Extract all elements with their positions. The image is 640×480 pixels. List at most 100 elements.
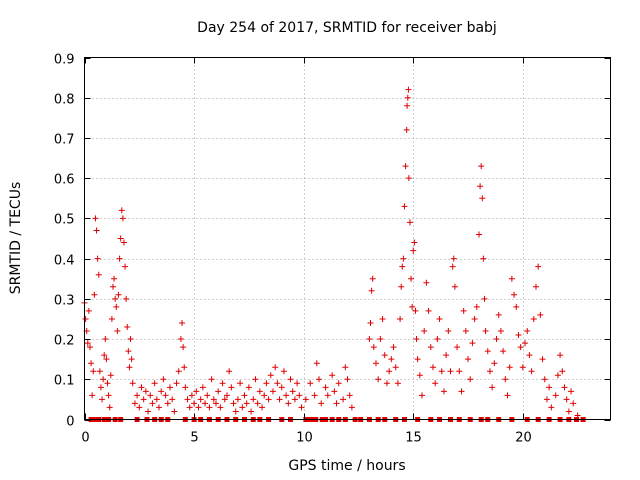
data-point bbox=[342, 364, 349, 371]
data-point bbox=[473, 303, 480, 310]
data-point bbox=[445, 328, 452, 335]
data-point bbox=[213, 400, 219, 407]
data-point bbox=[267, 372, 274, 379]
data-point bbox=[126, 364, 133, 371]
data-point bbox=[348, 404, 355, 411]
data-point bbox=[324, 392, 331, 399]
data-point bbox=[195, 404, 202, 411]
data-point bbox=[411, 239, 418, 246]
data-point bbox=[252, 376, 259, 383]
data-point bbox=[116, 255, 123, 262]
data-point bbox=[234, 396, 241, 403]
data-point bbox=[440, 388, 447, 395]
data-point bbox=[102, 336, 109, 343]
data-point bbox=[454, 344, 461, 351]
data-point bbox=[128, 356, 135, 363]
data-point bbox=[259, 404, 266, 411]
data-point bbox=[307, 380, 314, 387]
chart-title: Day 254 of 2017, SRMTID for receiver bab… bbox=[197, 20, 497, 36]
data-point bbox=[193, 388, 200, 395]
y-tick-label: 0.6 bbox=[54, 173, 75, 188]
data-point bbox=[261, 392, 268, 399]
data-point bbox=[256, 388, 263, 395]
data-point bbox=[557, 352, 564, 359]
data-point bbox=[404, 102, 411, 109]
data-point bbox=[451, 283, 458, 290]
data-point bbox=[409, 303, 416, 310]
data-point bbox=[118, 207, 125, 214]
data-point bbox=[175, 368, 182, 375]
data-point bbox=[151, 380, 158, 387]
data-point bbox=[436, 315, 443, 322]
data-point bbox=[302, 396, 309, 403]
data-point bbox=[106, 404, 113, 411]
data-point bbox=[202, 400, 209, 407]
data-point bbox=[92, 215, 99, 222]
data-point bbox=[232, 408, 239, 415]
data-point bbox=[429, 364, 436, 371]
data-point bbox=[484, 348, 491, 355]
data-point bbox=[369, 275, 376, 282]
data-point bbox=[112, 295, 119, 302]
data-point bbox=[532, 283, 539, 290]
data-point bbox=[344, 376, 351, 383]
data-point bbox=[410, 247, 417, 254]
data-point bbox=[502, 376, 509, 383]
data-point bbox=[465, 356, 472, 363]
data-point bbox=[105, 392, 112, 399]
data-point bbox=[96, 368, 103, 375]
data-point bbox=[458, 388, 465, 395]
data-point bbox=[511, 291, 518, 298]
data-point bbox=[318, 400, 325, 407]
data-point bbox=[147, 392, 154, 399]
data-point bbox=[563, 396, 570, 403]
data-point bbox=[427, 344, 434, 351]
data-point bbox=[392, 364, 399, 371]
data-point bbox=[497, 328, 504, 335]
data-point bbox=[100, 376, 107, 383]
data-point bbox=[493, 336, 500, 343]
data-point bbox=[142, 388, 149, 395]
x-tick-label: 0 bbox=[81, 431, 89, 446]
data-point bbox=[269, 388, 276, 395]
data-point bbox=[322, 384, 329, 391]
data-point bbox=[515, 332, 522, 339]
data-point bbox=[565, 408, 572, 415]
data-point bbox=[480, 255, 487, 262]
y-axis-label: SRMTID / TECUs bbox=[8, 182, 24, 295]
data-point bbox=[450, 255, 457, 262]
data-point bbox=[215, 388, 222, 395]
data-point bbox=[548, 404, 555, 411]
data-point bbox=[469, 340, 476, 347]
data-point bbox=[460, 307, 467, 314]
data-point bbox=[180, 344, 187, 351]
data-point bbox=[537, 311, 544, 318]
data-point bbox=[530, 315, 537, 322]
data-point bbox=[552, 392, 559, 399]
data-point bbox=[129, 380, 136, 387]
y-tick-label: 0.7 bbox=[54, 133, 75, 148]
data-point bbox=[239, 404, 246, 411]
data-point bbox=[217, 404, 224, 411]
data-point bbox=[248, 408, 255, 415]
plot-area-frame bbox=[84, 57, 611, 420]
data-point bbox=[94, 255, 101, 262]
data-point bbox=[117, 235, 124, 242]
data-point bbox=[204, 392, 211, 399]
y-tick-label: 0.2 bbox=[54, 334, 75, 349]
data-point bbox=[316, 376, 323, 383]
data-point bbox=[111, 275, 118, 282]
data-point bbox=[570, 400, 577, 407]
data-point bbox=[377, 336, 384, 343]
data-point bbox=[526, 352, 533, 359]
data-point bbox=[486, 368, 493, 375]
data-point bbox=[397, 315, 404, 322]
data-point bbox=[346, 392, 353, 399]
data-point bbox=[519, 364, 526, 371]
data-point bbox=[221, 396, 228, 403]
data-point bbox=[134, 392, 141, 399]
data-point bbox=[145, 408, 152, 415]
data-point bbox=[500, 348, 507, 355]
data-point bbox=[491, 360, 498, 367]
data-point bbox=[82, 315, 89, 322]
